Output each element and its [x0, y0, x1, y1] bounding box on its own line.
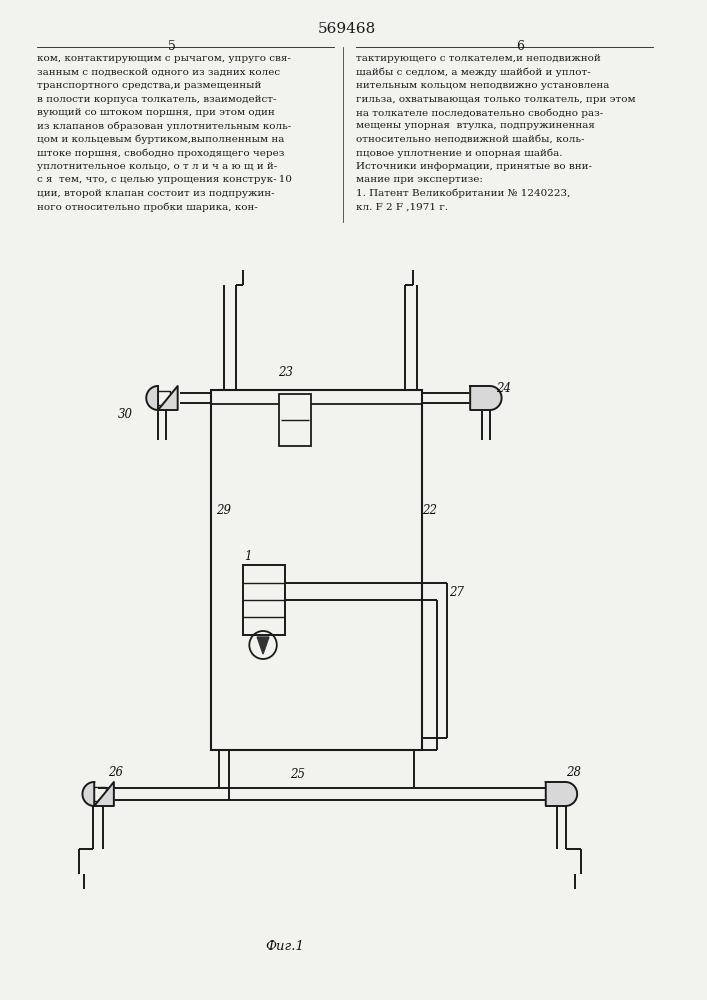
Bar — [279, 394, 311, 446]
Text: относительно неподвижной шайбы, коль-: относительно неподвижной шайбы, коль- — [356, 135, 585, 144]
Text: кл. F 2 F ,1971 г.: кл. F 2 F ,1971 г. — [356, 202, 448, 212]
Bar — [156, 391, 170, 405]
Text: 24: 24 — [496, 381, 510, 394]
Bar — [93, 787, 106, 801]
Text: 6: 6 — [516, 40, 524, 53]
Polygon shape — [83, 782, 114, 806]
Text: в полости корпуса толкатель, взаимодейст-: в полости корпуса толкатель, взаимодейст… — [37, 95, 277, 104]
Text: уплотнительное кольцо, о т л и ч а ю щ и й-: уплотнительное кольцо, о т л и ч а ю щ и… — [37, 162, 278, 171]
Text: 25: 25 — [290, 768, 305, 782]
Text: штоке поршня, свободно проходящего через: штоке поршня, свободно проходящего через — [37, 148, 285, 158]
Text: мещены упорная  втулка, подпружиненная: мещены упорная втулка, подпружиненная — [356, 121, 595, 130]
Bar — [474, 391, 488, 405]
Polygon shape — [146, 386, 177, 410]
Polygon shape — [257, 637, 269, 654]
Bar — [549, 787, 563, 801]
Text: мание при экспертизе:: мание при экспертизе: — [356, 176, 483, 184]
Text: шайбы с седлом, а между шайбой и уплот-: шайбы с седлом, а между шайбой и уплот- — [356, 68, 591, 77]
Polygon shape — [546, 782, 577, 806]
Text: 1: 1 — [245, 550, 252, 562]
Text: 5: 5 — [168, 40, 176, 53]
Bar — [243, 565, 285, 635]
Text: ного относительно пробки шарика, кон-: ного относительно пробки шарика, кон- — [37, 202, 258, 212]
Text: Фиг.1: Фиг.1 — [265, 940, 304, 953]
Text: ции, второй клапан состоит из подпружин-: ции, второй клапан состоит из подпружин- — [37, 189, 275, 198]
Bar — [211, 390, 422, 750]
Text: 26: 26 — [108, 766, 123, 780]
Text: нительным кольцом неподвижно установлена: нительным кольцом неподвижно установлена — [356, 81, 609, 90]
Polygon shape — [470, 386, 501, 410]
Text: гильза, охватывающая только толкатель, при этом: гильза, охватывающая только толкатель, п… — [356, 95, 636, 104]
Text: из клапанов образован уплотнительным коль-: из клапанов образован уплотнительным кол… — [37, 121, 291, 131]
Text: пцовое уплотнение и опорная шайба.: пцовое уплотнение и опорная шайба. — [356, 148, 563, 158]
Text: ком, контактирующим с рычагом, упруго свя-: ком, контактирующим с рычагом, упруго св… — [37, 54, 291, 63]
Text: транспортного средства,и размещенный: транспортного средства,и размещенный — [37, 81, 262, 90]
Text: 30: 30 — [118, 408, 133, 422]
Text: 27: 27 — [448, 585, 464, 598]
Text: 22: 22 — [422, 504, 437, 516]
Text: 1. Патент Великобритании № 1240223,: 1. Патент Великобритании № 1240223, — [356, 189, 571, 198]
Text: 28: 28 — [566, 766, 581, 780]
Text: вующий со штоком поршня, при этом один: вующий со штоком поршня, при этом один — [37, 108, 275, 117]
Text: тактирующего с толкателем,и неподвижной: тактирующего с толкателем,и неподвижной — [356, 54, 601, 63]
Text: занным с подвеской одного из задних колес: занным с подвеской одного из задних коле… — [37, 68, 281, 77]
Text: 29: 29 — [216, 504, 231, 516]
Text: Источники информации, принятые во вни-: Источники информации, принятые во вни- — [356, 162, 592, 171]
Text: 23: 23 — [278, 365, 293, 378]
Text: на толкателе последовательно свободно раз-: на толкателе последовательно свободно ра… — [356, 108, 604, 117]
Text: с я  тем, что, с целью упрощения конструк- 10: с я тем, что, с целью упрощения конструк… — [37, 176, 292, 184]
Text: цом и кольцевым буртиком,выполненным на: цом и кольцевым буртиком,выполненным на — [37, 135, 285, 144]
Text: 569468: 569468 — [317, 22, 375, 36]
